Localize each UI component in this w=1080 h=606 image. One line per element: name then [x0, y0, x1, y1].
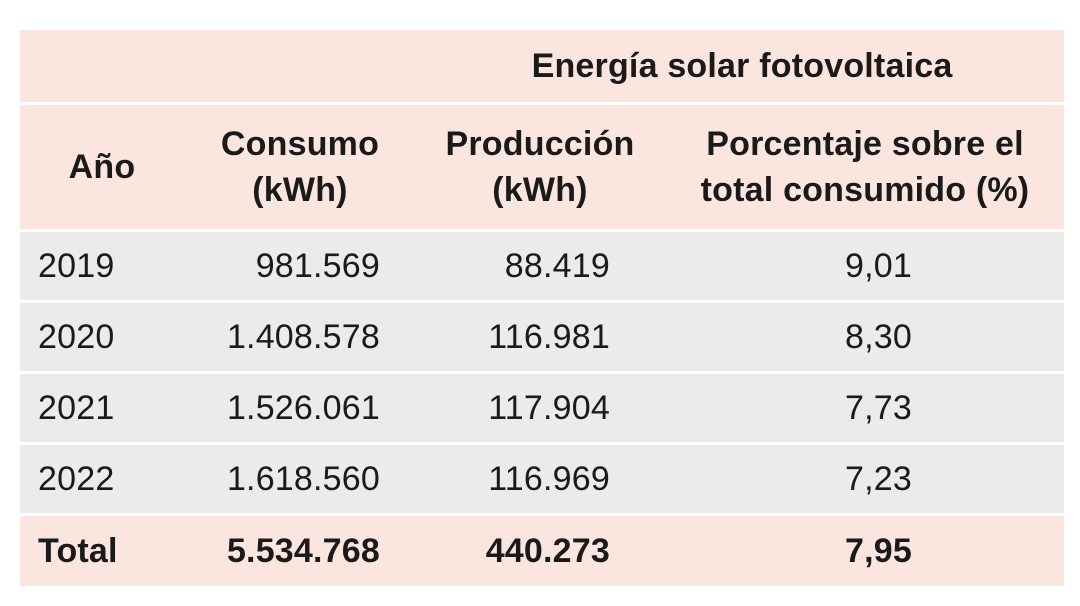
header-consumption: Consumo (kWh)	[200, 105, 400, 229]
cell-production: 88.419	[504, 246, 610, 285]
table-row: 2021 1.526.061 117.904 7,73	[20, 374, 1064, 442]
cell-percentage: 7,23	[845, 459, 912, 498]
header-production: Producción (kWh)	[420, 105, 660, 229]
total-consumption: 5.534.768	[226, 531, 380, 570]
cell-year: 2022	[38, 459, 115, 498]
energy-table: Energía solar fotovoltaica Año Consumo (k…	[20, 30, 1064, 586]
header-consumption-line2: (kWh)	[252, 171, 348, 209]
column-header-row: Año Consumo (kWh) Producción (kWh) Porcent…	[20, 105, 1064, 229]
cell-consumption: 1.526.061	[226, 388, 380, 427]
group-header-solar: Energía solar fotovoltaica	[531, 47, 953, 85]
cell-year: 2020	[38, 317, 115, 356]
cell-consumption: 981.569	[255, 246, 380, 285]
cell-year: 2021	[38, 388, 115, 427]
total-row: Total 5.534.768 440.273 7,95	[20, 516, 1064, 586]
cell-production: 116.969	[488, 459, 610, 498]
header-production-line2: (kWh)	[492, 171, 588, 209]
header-year: Año	[68, 148, 136, 186]
header-percentage-line2: total consumido (%)	[700, 171, 1030, 209]
cell-percentage: 7,73	[845, 388, 912, 427]
group-header-row: Energía solar fotovoltaica	[20, 30, 1064, 102]
cell-production: 116.981	[488, 317, 610, 356]
header-production-line1: Producción	[445, 125, 635, 163]
cell-production: 117.904	[488, 388, 610, 427]
table-row: 2022 1.618.560 116.969 7,23	[20, 445, 1064, 513]
header-percentage: Porcentaje sobre el total consumido (%)	[680, 105, 1050, 229]
table-row: 2019 981.569 88.419 9,01	[20, 232, 1064, 300]
cell-percentage: 8,30	[845, 317, 912, 356]
header-consumption-line1: Consumo	[220, 125, 380, 163]
cell-consumption: 1.408.578	[226, 317, 380, 356]
cell-percentage: 9,01	[845, 246, 912, 285]
table-row: 2020 1.408.578 116.981 8,30	[20, 303, 1064, 371]
total-production: 440.273	[485, 531, 610, 570]
cell-consumption: 1.618.560	[226, 459, 380, 498]
total-label: Total	[38, 531, 118, 570]
total-percentage: 7,95	[845, 531, 912, 570]
cell-year: 2019	[38, 246, 115, 285]
header-percentage-line1: Porcentaje sobre el	[706, 125, 1024, 163]
